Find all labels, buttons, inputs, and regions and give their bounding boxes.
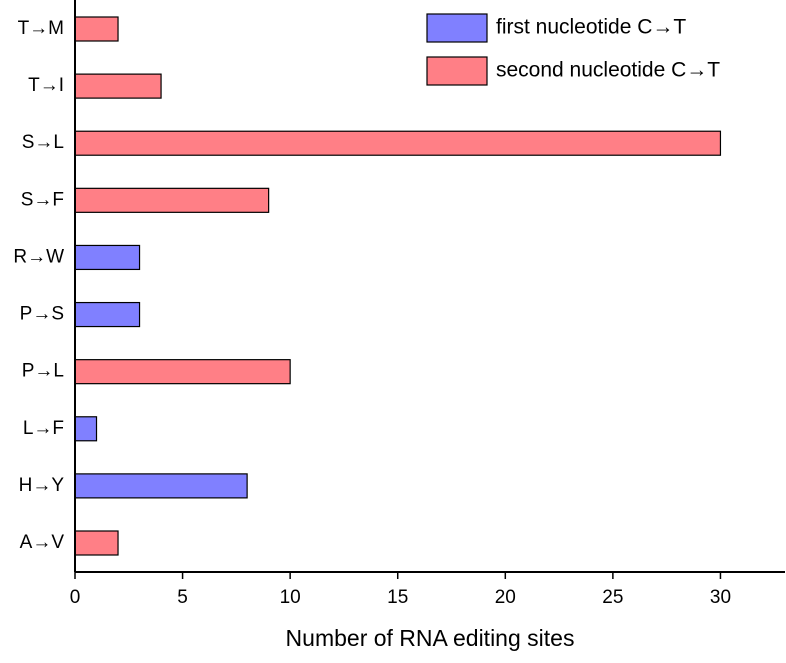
- x-tick-label: 15: [387, 587, 408, 608]
- x-tick-label: 30: [710, 587, 731, 608]
- bar: [74, 244, 141, 271]
- y-tick-label: A→V: [20, 532, 65, 553]
- bar: [74, 416, 98, 442]
- legend-swatch: [426, 13, 488, 43]
- y-tick-label: P→S: [20, 304, 64, 325]
- legend-label: second nucleotide C→T: [496, 59, 720, 82]
- y-tick-label: H→Y: [19, 475, 65, 496]
- legend-label: first nucleotide C→T: [496, 16, 686, 39]
- x-tick-label: 25: [602, 587, 623, 608]
- y-tick-label: T→M: [18, 18, 64, 39]
- bar: [74, 187, 270, 213]
- legend-swatch: [426, 56, 488, 86]
- y-tick-label: P→L: [22, 361, 64, 382]
- y-tick-label: L→F: [23, 418, 64, 439]
- x-tick-label: 5: [177, 587, 188, 608]
- y-tick-label: S→L: [22, 132, 64, 153]
- bar: [74, 16, 119, 42]
- y-tick-label: S→F: [21, 189, 64, 210]
- x-tick-label: 10: [280, 587, 301, 608]
- x-tick-label: 0: [70, 587, 81, 608]
- y-tick-label: T→I: [28, 75, 64, 96]
- bar: [74, 473, 248, 499]
- bar: [74, 359, 291, 385]
- bar: [74, 530, 119, 556]
- bar: [74, 130, 722, 156]
- bar: [74, 73, 162, 99]
- bar: [74, 301, 141, 328]
- x-axis-title: Number of RNA editing sites: [286, 625, 575, 651]
- y-tick-label: R→W: [13, 246, 64, 267]
- x-tick-label: 20: [495, 587, 516, 608]
